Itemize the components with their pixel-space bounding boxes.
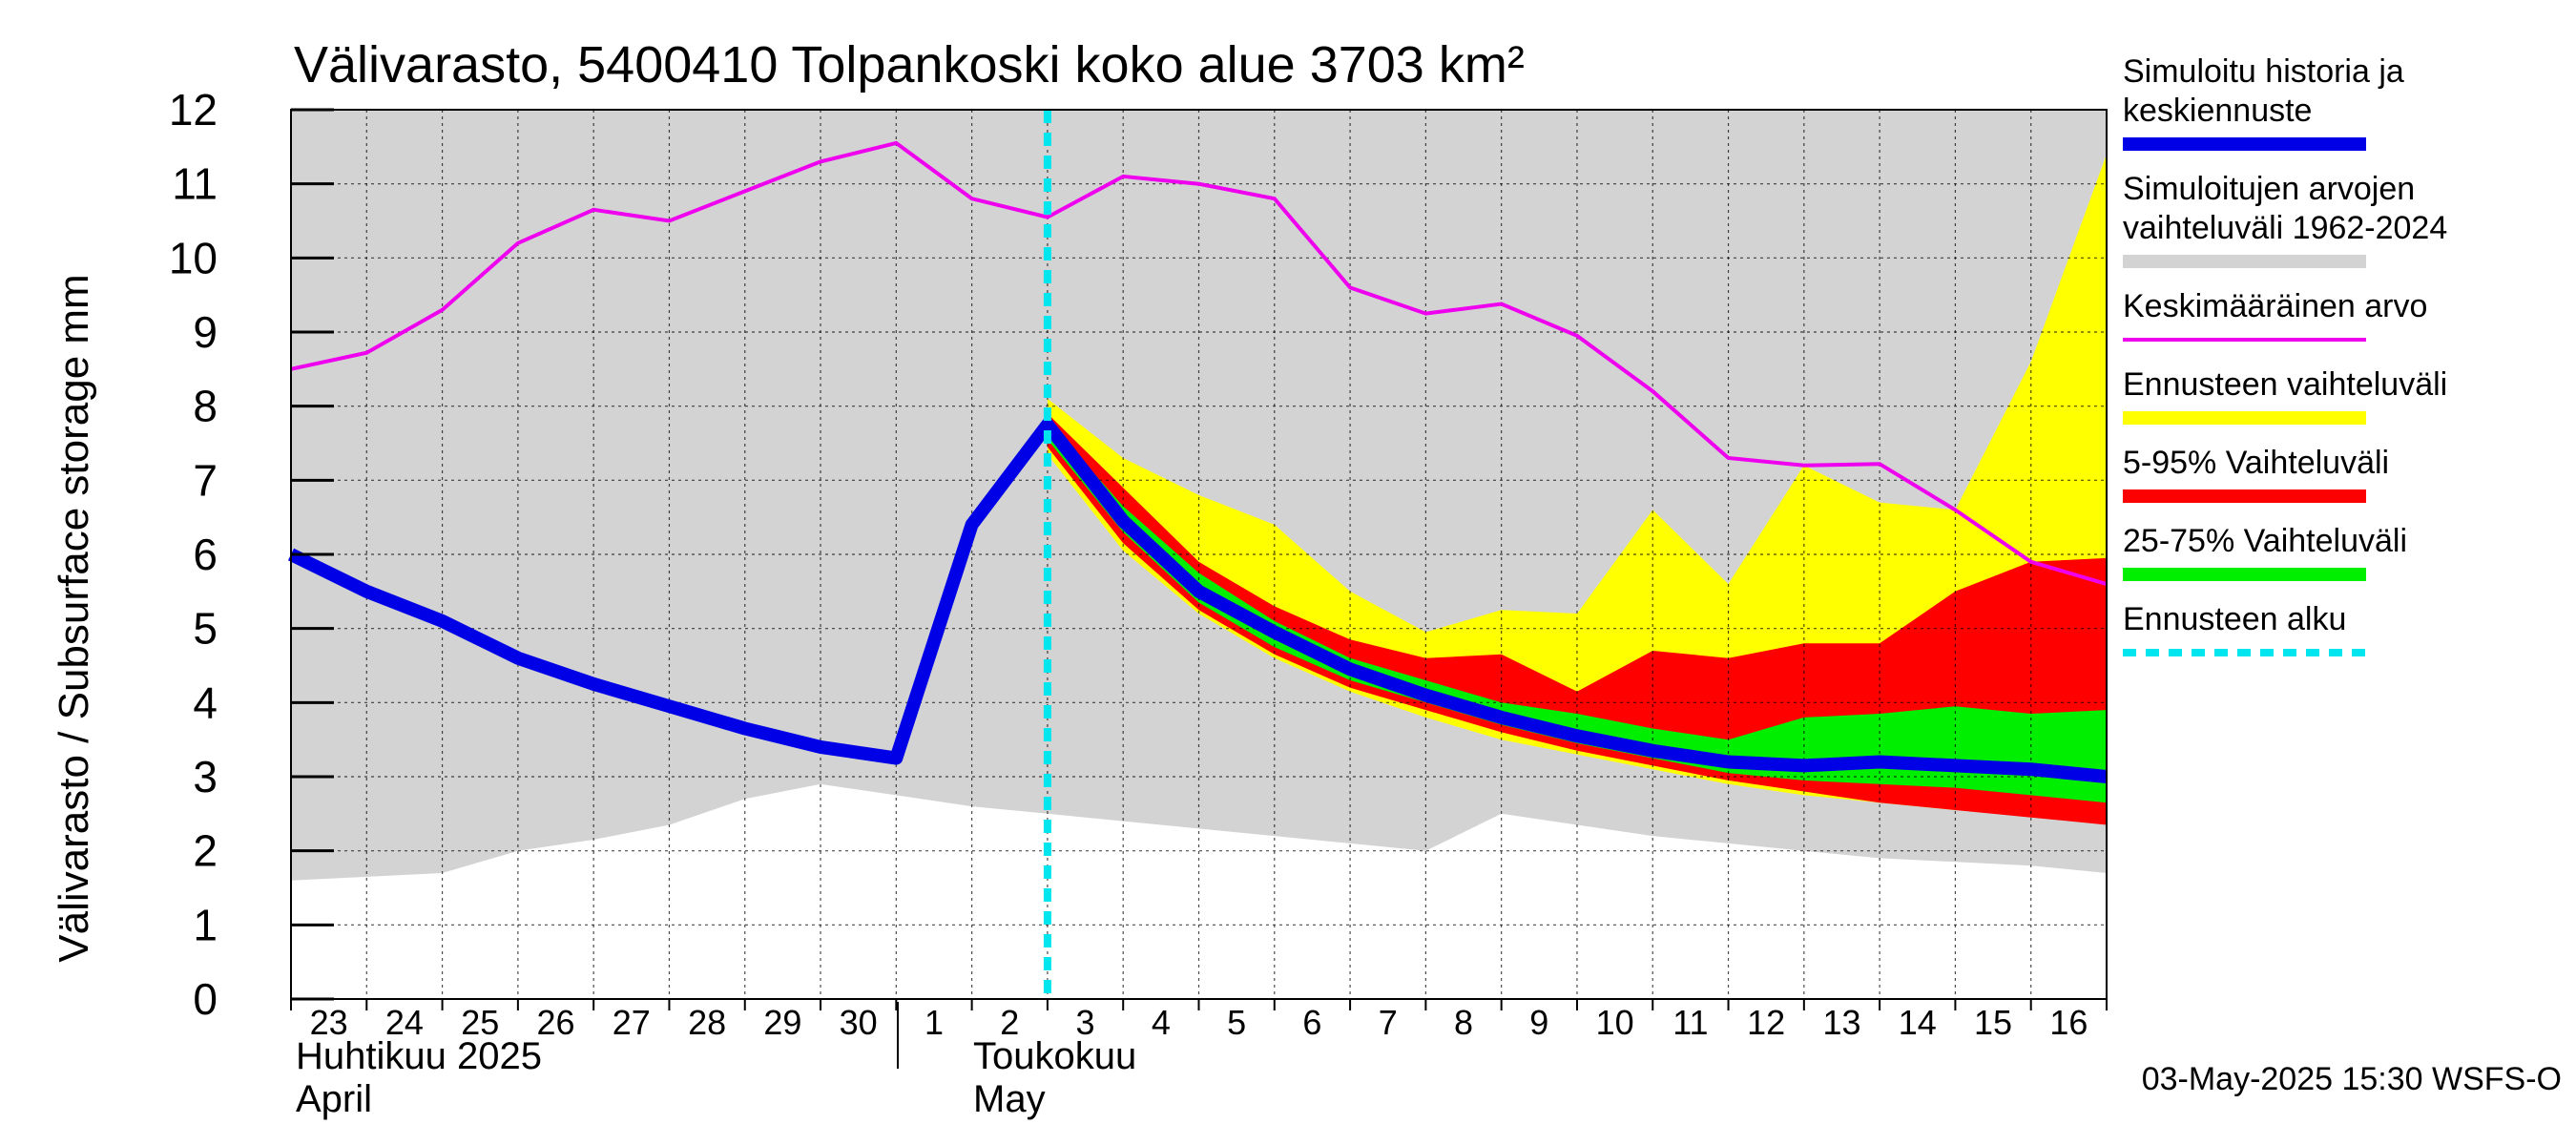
y-tick-label: 3 [193, 752, 218, 802]
legend-label: 5-95% Vaihteluväli [2123, 445, 2389, 481]
x-tick-label: 10 [1596, 1003, 1634, 1042]
x-tick-label: 14 [1899, 1003, 1937, 1042]
x-tick-label: 26 [536, 1003, 574, 1042]
y-tick-label: 1 [193, 900, 218, 949]
month-label-fi-may: Toukokuu [973, 1035, 1136, 1077]
timestamp-footer: 03-May-2025 15:30 WSFS-O [2142, 1061, 2562, 1097]
legend-label: 25-75% Vaihteluväli [2123, 523, 2407, 559]
x-tick-label: 7 [1379, 1003, 1398, 1042]
x-tick-label: 11 [1672, 1003, 1708, 1042]
legend-label: Ennusteen vaihteluväli [2123, 366, 2447, 403]
legend-label: Simuloitu historia ja keskiennuste [2123, 53, 2404, 129]
y-tick-label: 2 [193, 826, 218, 876]
x-tick-label: 28 [688, 1003, 726, 1042]
x-tick-label: 16 [2049, 1003, 2088, 1042]
x-tick-label: 1 [924, 1003, 944, 1042]
x-tick-label: 24 [385, 1003, 424, 1042]
legend: Simuloitu historia ja keskiennuste Simuloi… [2123, 53, 2447, 656]
y-tick-label: 11 [172, 159, 218, 209]
mean-value-line [290, 140, 2108, 587]
month-label-fi-april: Huhtikuu 2025 [296, 1035, 542, 1077]
x-axis-ticks: 23 24 25 26 27 28 29 30 1 2 3 4 5 6 7 8 9 10 11 12 13 14 15 16 [290, 999, 2108, 1042]
x-tick-label: 25 [461, 1003, 499, 1042]
y-tick-label: 10 [169, 233, 218, 282]
y-tick-label: 12 [169, 85, 218, 135]
y-tick-label: 9 [193, 307, 218, 357]
x-tick-label: 30 [840, 1003, 878, 1042]
legend-label: Simuloitujen arvojen vaihteluväli 1962-20… [2123, 171, 2447, 246]
x-tick-label: 4 [1152, 1003, 1171, 1042]
y-tick-label: 5 [193, 604, 218, 654]
plot-area [287, 109, 2108, 1000]
grid-lines [291, 110, 2107, 999]
x-tick-label: 13 [1822, 1003, 1860, 1042]
y-tick-label: 8 [193, 382, 218, 431]
y-tick-label: 0 [193, 974, 218, 1024]
y-axis-label: Välivarasto / Subsurface storage mm [51, 274, 97, 962]
x-tick-label: 29 [763, 1003, 801, 1042]
legend-label: Keskimääräinen arvo [2123, 288, 2427, 324]
month-label-en-may: May [973, 1078, 1046, 1120]
x-tick-label: 9 [1529, 1003, 1548, 1042]
month-labels: Huhtikuu 2025 April Toukokuu May [296, 1002, 1136, 1120]
x-tick-label: 8 [1454, 1003, 1473, 1042]
y-tick-label: 4 [193, 677, 218, 727]
x-tick-label: 2 [1000, 1003, 1019, 1042]
x-tick-label: 3 [1076, 1003, 1095, 1042]
x-tick-label: 15 [1974, 1003, 2012, 1042]
x-tick-label: 23 [310, 1003, 348, 1042]
history-forecast-line [287, 418, 2108, 783]
y-tick-label: 6 [193, 530, 218, 579]
x-tick-label: 5 [1227, 1003, 1246, 1042]
legend-label: Ennusteen alku [2123, 601, 2346, 637]
month-label-en-april: April [296, 1078, 372, 1120]
x-tick-label: 12 [1747, 1003, 1785, 1042]
x-tick-label: 27 [613, 1003, 651, 1042]
chart-title: Välivarasto, 5400410 Tolpankoski koko al… [294, 36, 1525, 94]
y-tick-label: 7 [193, 455, 218, 505]
x-tick-label: 6 [1302, 1003, 1321, 1042]
